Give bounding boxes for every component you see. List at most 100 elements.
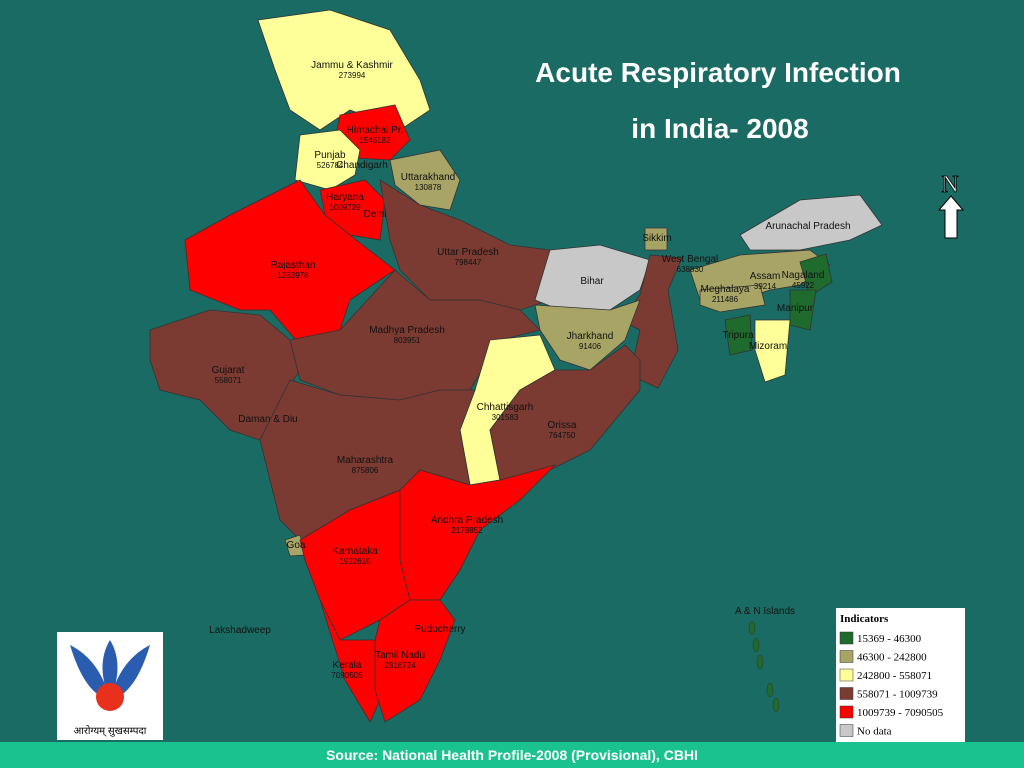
state-value: 91406 <box>579 342 602 351</box>
logo: आरोग्यम् सुखसम्पदा <box>57 632 163 740</box>
source-note: Source: National Health Profile-2008 (Pr… <box>326 747 698 763</box>
state-shape <box>789 289 817 331</box>
state-name: Haryana <box>326 192 364 203</box>
legend-label: No data <box>857 726 892 738</box>
state-name: West Bengal <box>662 254 719 265</box>
state-shape <box>724 314 753 356</box>
state-name: Madhya Pradesh <box>369 325 445 336</box>
legend-label: 1009739 - 7090505 <box>857 707 944 719</box>
state-value: 2816724 <box>384 661 416 670</box>
legend-swatch <box>839 687 854 700</box>
state-value: 45922 <box>792 281 815 290</box>
logo-petals <box>70 640 150 700</box>
state-shape <box>534 244 651 311</box>
legend-label: 46300 - 242800 <box>857 652 927 664</box>
state-name: Jammu & Kashmir <box>311 60 393 71</box>
state-shape <box>489 344 641 481</box>
state-shape <box>534 299 641 371</box>
island <box>766 682 774 698</box>
state-name: Sikkim <box>642 233 671 244</box>
state-value: 39214 <box>754 282 777 291</box>
state-shape <box>799 253 833 297</box>
state-name: Bihar <box>580 276 604 287</box>
state-value: 2178852 <box>451 526 483 535</box>
state-value: 638830 <box>677 265 704 274</box>
state-value: 803951 <box>394 336 421 345</box>
state-value: 764750 <box>549 431 576 440</box>
state-value: 1545182 <box>359 136 391 145</box>
state-value: 211486 <box>712 295 739 304</box>
state-name: Jharkhand <box>567 331 614 342</box>
state-shape <box>374 599 456 723</box>
state-name: Uttar Pradesh <box>437 247 499 258</box>
state-value: 1009739 <box>329 203 361 212</box>
state-name: Kerala <box>333 660 362 671</box>
state-shape <box>739 194 883 251</box>
state-shape <box>184 179 396 346</box>
legend-title: Indicators <box>840 613 889 625</box>
state-value: 526784 <box>317 161 344 170</box>
state-name: Nagaland <box>782 270 825 281</box>
legend-box <box>836 608 965 742</box>
north-arrow <box>937 195 965 239</box>
state-value: 798447 <box>455 258 482 267</box>
legend: Indicators 15369 - 46300 46300 - 242800 24… <box>836 608 965 742</box>
island <box>748 620 756 636</box>
state-shape <box>294 129 361 191</box>
state-name: Assam <box>750 271 781 282</box>
state-name: Punjab <box>314 150 346 161</box>
footer-bar <box>0 742 1024 768</box>
state-value: 273994 <box>339 71 366 80</box>
legend-swatch <box>839 705 854 719</box>
island <box>756 654 764 670</box>
state-value: 301583 <box>492 413 519 422</box>
state-name: Rajasthan <box>270 260 315 271</box>
state-name: Tripura <box>722 330 754 341</box>
state-name: Meghalaya <box>701 284 750 295</box>
state-value: 1922610 <box>339 557 371 566</box>
state-name: Uttarakhand <box>401 172 455 183</box>
state-shape <box>754 319 791 383</box>
legend-swatch <box>839 668 854 682</box>
title-line: in India- 2008 <box>631 113 808 144</box>
state-name: Maharashtra <box>337 455 394 466</box>
legend-swatch <box>839 724 854 737</box>
state-name: Tamil Nadu <box>375 650 425 661</box>
logo-text: आरोग्यम् सुखसम्पदा <box>74 725 147 737</box>
legend-label: 558071 - 1009739 <box>857 689 938 701</box>
logo-sun <box>96 683 124 711</box>
state-value: 1233978 <box>277 271 309 280</box>
state-name: Orissa <box>548 420 577 431</box>
state-name: Arunachal Pradesh <box>765 221 850 232</box>
state-name: A & N Islands <box>735 606 795 617</box>
state-name: Himachal Pr. <box>347 125 404 136</box>
state-shape <box>389 149 461 211</box>
legend-swatch <box>839 631 854 645</box>
state-name: Goa <box>287 540 306 551</box>
state-shape <box>699 284 766 313</box>
state-name: Karnataka <box>332 546 378 557</box>
state-shape <box>644 227 668 251</box>
state-name: Gujarat <box>212 365 245 376</box>
legend-label: 15369 - 46300 <box>857 633 922 645</box>
state-name: Manipur <box>777 303 814 314</box>
state-name: Chhattisgarh <box>477 402 534 413</box>
state-value: 875806 <box>352 466 379 475</box>
island <box>772 697 780 713</box>
island <box>752 637 760 653</box>
north-label: N <box>941 172 958 198</box>
state-name: Mizoram <box>749 341 787 352</box>
state-name: Andhra Pradesh <box>431 515 503 526</box>
state-value: 558071 <box>215 376 242 385</box>
state-name: Lakshadweep <box>209 625 271 636</box>
state-value: 7090505 <box>331 671 363 680</box>
legend-label: 242800 - 558071 <box>857 670 932 682</box>
state-name: Delhi <box>364 209 387 220</box>
state-name: Daman & Diu <box>238 414 297 425</box>
state-name: Puducherry <box>414 624 465 635</box>
state-name: Chandigarh <box>336 160 388 171</box>
state-shape <box>399 464 557 601</box>
